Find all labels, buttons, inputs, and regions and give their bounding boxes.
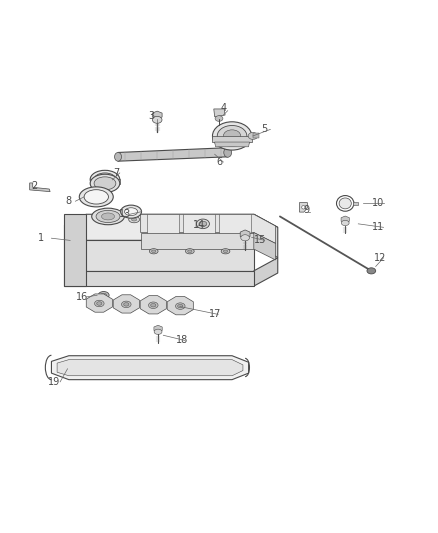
Ellipse shape — [98, 292, 109, 299]
Polygon shape — [57, 360, 243, 376]
Polygon shape — [64, 240, 254, 271]
Ellipse shape — [149, 249, 158, 254]
Ellipse shape — [248, 133, 258, 140]
Polygon shape — [64, 214, 278, 240]
Ellipse shape — [79, 187, 113, 207]
Ellipse shape — [223, 250, 228, 253]
Text: 10: 10 — [372, 198, 384, 208]
Ellipse shape — [84, 190, 109, 204]
Ellipse shape — [90, 174, 120, 192]
Polygon shape — [141, 232, 254, 249]
Text: 18: 18 — [176, 335, 188, 345]
Text: 14: 14 — [193, 220, 205, 230]
Text: 3: 3 — [148, 111, 155, 122]
Polygon shape — [64, 271, 254, 286]
Ellipse shape — [198, 220, 206, 225]
Text: 1: 1 — [38, 233, 44, 243]
Polygon shape — [353, 201, 358, 205]
Ellipse shape — [178, 304, 183, 308]
Ellipse shape — [152, 116, 162, 123]
Polygon shape — [154, 325, 162, 332]
Ellipse shape — [187, 250, 192, 253]
Polygon shape — [254, 258, 278, 286]
Polygon shape — [141, 214, 276, 244]
Ellipse shape — [217, 125, 247, 147]
Ellipse shape — [90, 171, 120, 189]
Ellipse shape — [96, 211, 120, 223]
Polygon shape — [30, 183, 50, 192]
Ellipse shape — [212, 122, 252, 150]
Ellipse shape — [131, 218, 137, 221]
Ellipse shape — [120, 205, 141, 218]
Ellipse shape — [176, 303, 185, 309]
Polygon shape — [254, 232, 276, 260]
Ellipse shape — [199, 221, 207, 227]
Ellipse shape — [129, 216, 140, 223]
Text: 13: 13 — [119, 209, 131, 219]
Polygon shape — [113, 295, 139, 313]
Ellipse shape — [92, 208, 124, 225]
Text: 2: 2 — [31, 181, 37, 191]
Polygon shape — [167, 296, 193, 315]
Text: 15: 15 — [254, 236, 267, 245]
Ellipse shape — [341, 220, 349, 225]
Ellipse shape — [152, 250, 156, 253]
Ellipse shape — [94, 173, 116, 186]
Text: 19: 19 — [47, 377, 60, 387]
Polygon shape — [118, 148, 228, 161]
Ellipse shape — [224, 148, 232, 157]
Polygon shape — [152, 111, 162, 119]
Ellipse shape — [121, 301, 131, 308]
Text: 9: 9 — [303, 205, 309, 215]
Polygon shape — [341, 216, 350, 223]
Text: 4: 4 — [220, 103, 226, 112]
Polygon shape — [254, 214, 278, 258]
Ellipse shape — [302, 206, 305, 209]
Ellipse shape — [151, 303, 156, 307]
Polygon shape — [184, 214, 215, 232]
Text: 16: 16 — [76, 292, 88, 302]
Polygon shape — [51, 356, 249, 379]
Ellipse shape — [201, 221, 205, 224]
Ellipse shape — [124, 208, 138, 215]
Ellipse shape — [215, 116, 223, 122]
Ellipse shape — [115, 152, 121, 161]
Ellipse shape — [94, 177, 116, 190]
Polygon shape — [300, 203, 307, 212]
Text: 5: 5 — [261, 124, 268, 134]
Ellipse shape — [148, 302, 158, 309]
Ellipse shape — [101, 293, 107, 297]
Ellipse shape — [97, 302, 102, 305]
Ellipse shape — [221, 249, 230, 254]
Polygon shape — [86, 294, 113, 312]
Ellipse shape — [185, 249, 194, 254]
Polygon shape — [212, 136, 252, 142]
Polygon shape — [147, 214, 179, 232]
Ellipse shape — [95, 300, 104, 307]
Ellipse shape — [154, 329, 162, 334]
Text: 17: 17 — [208, 309, 221, 319]
Text: 11: 11 — [372, 222, 384, 232]
Ellipse shape — [102, 213, 115, 220]
Text: 12: 12 — [374, 253, 386, 263]
Ellipse shape — [367, 268, 376, 274]
Polygon shape — [214, 109, 225, 117]
Ellipse shape — [196, 219, 209, 229]
Polygon shape — [140, 296, 166, 314]
Polygon shape — [253, 133, 259, 138]
Polygon shape — [90, 180, 120, 184]
Ellipse shape — [339, 198, 351, 209]
Polygon shape — [219, 214, 251, 232]
Ellipse shape — [124, 303, 129, 306]
Text: 6: 6 — [216, 157, 222, 167]
Polygon shape — [64, 214, 86, 286]
Text: 7: 7 — [113, 168, 120, 178]
Ellipse shape — [223, 130, 241, 142]
Polygon shape — [240, 230, 250, 239]
Polygon shape — [215, 142, 250, 147]
Ellipse shape — [241, 235, 250, 241]
Text: 8: 8 — [66, 196, 72, 206]
